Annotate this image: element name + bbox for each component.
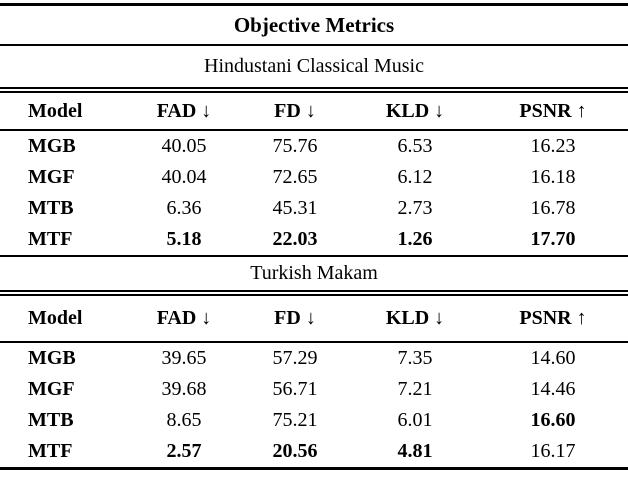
table-title: Objective Metrics	[233, 12, 395, 37]
fd-cell: 75.76	[272, 135, 318, 157]
column-header-fad: FAD ↓	[156, 307, 212, 329]
double-rule-section2	[0, 290, 628, 296]
fad-cell: 40.04	[161, 166, 207, 188]
column-header-fad: FAD ↓	[156, 99, 212, 122]
kld-cell: 6.53	[397, 135, 433, 157]
rule-below-title	[0, 44, 628, 46]
psnr-cell: 17.70	[530, 228, 576, 250]
psnr-cell: 16.18	[530, 166, 576, 188]
psnr-cell: 16.17	[530, 440, 576, 462]
column-header-kld: KLD ↓	[385, 307, 445, 329]
column-header-model: Model	[28, 99, 83, 122]
fd-cell: 45.31	[272, 197, 318, 219]
rule-below-header2	[0, 341, 628, 343]
fad-cell: 6.36	[166, 197, 202, 219]
model-cell: MGB	[28, 135, 76, 157]
model-cell: MGF	[28, 166, 75, 188]
fad-cell: 39.68	[161, 378, 207, 400]
column-header-psnr: PSNR ↑	[519, 99, 587, 122]
table-row: MTF 5.18 22.03 1.26 17.70	[0, 224, 628, 255]
fd-cell: 57.29	[272, 347, 318, 369]
psnr-cell: 14.46	[530, 378, 576, 400]
psnr-cell: 16.60	[530, 409, 576, 431]
fd-cell: 22.03	[272, 228, 318, 250]
column-header-fd: FD ↓	[274, 99, 316, 122]
section-title-hindustani: Hindustani Classical Music	[204, 55, 424, 77]
model-cell: MGB	[28, 347, 76, 369]
kld-cell: 1.26	[397, 228, 433, 250]
model-cell: MTB	[28, 409, 74, 431]
model-cell: MTF	[28, 228, 73, 250]
kld-cell: 4.81	[397, 440, 433, 462]
column-header-psnr: PSNR ↑	[519, 307, 587, 329]
table-row: MGF 39.68 56.71 7.21 14.46	[0, 374, 628, 405]
model-cell: MGF	[28, 378, 75, 400]
fad-cell: 8.65	[166, 409, 202, 431]
header-row-section2: Model FAD ↓ FD ↓ KLD ↓ PSNR ↑	[0, 296, 628, 341]
double-rule-section1	[0, 87, 628, 93]
model-cell: MTF	[28, 440, 73, 462]
fd-cell: 75.21	[272, 409, 318, 431]
psnr-cell: 16.78	[530, 197, 576, 219]
fd-cell: 56.71	[272, 378, 318, 400]
table-row: MGF 40.04 72.65 6.12 16.18	[0, 162, 628, 193]
top-rule	[0, 3, 628, 6]
fd-cell: 72.65	[272, 166, 318, 188]
column-header-fd: FD ↓	[274, 307, 316, 329]
column-header-model: Model	[28, 307, 83, 329]
fad-cell: 2.57	[166, 440, 202, 462]
table-row: MGB 39.65 57.29 7.35 14.60	[0, 343, 628, 374]
bottom-rule	[0, 467, 628, 470]
kld-cell: 7.21	[397, 378, 433, 400]
table-row: MTB 6.36 45.31 2.73 16.78	[0, 193, 628, 224]
rule-between-sections	[0, 255, 628, 257]
kld-cell: 6.12	[397, 166, 433, 188]
kld-cell: 7.35	[397, 347, 433, 369]
header-row-section1: Model FAD ↓ FD ↓ KLD ↓ PSNR ↑	[0, 93, 628, 129]
psnr-cell: 14.60	[530, 347, 576, 369]
table-row: MGB 40.05 75.76 6.53 16.23	[0, 131, 628, 162]
fad-cell: 39.65	[161, 347, 207, 369]
objective-metrics-table: Objective Metrics Hindustani Classical M…	[0, 3, 628, 470]
model-cell: MTB	[28, 197, 74, 219]
table-row: MTF 2.57 20.56 4.81 16.17	[0, 436, 628, 467]
psnr-cell: 16.23	[530, 135, 576, 157]
rule-below-header1	[0, 129, 628, 131]
fad-cell: 5.18	[166, 228, 202, 250]
column-header-kld: KLD ↓	[385, 99, 445, 122]
section-title-turkish: Turkish Makam	[250, 262, 378, 284]
fd-cell: 20.56	[272, 440, 318, 462]
kld-cell: 2.73	[397, 197, 433, 219]
fad-cell: 40.05	[161, 135, 207, 157]
table-row: MTB 8.65 75.21 6.01 16.60	[0, 405, 628, 436]
kld-cell: 6.01	[397, 409, 433, 431]
